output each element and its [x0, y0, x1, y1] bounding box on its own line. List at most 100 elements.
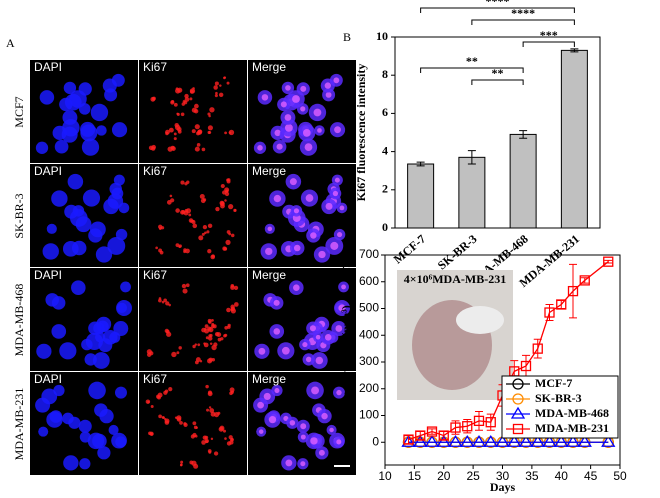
nucleus: [42, 243, 59, 260]
marker: [403, 434, 414, 445]
marker: [554, 434, 569, 447]
ki67-spot: [173, 132, 177, 136]
ki67-spot: [181, 102, 185, 106]
ki67-spot: [334, 126, 341, 134]
legend-box: [501, 375, 619, 439]
ki67-spot: [263, 392, 271, 400]
ki67-spot: [333, 77, 340, 84]
nucleus: [35, 141, 49, 154]
ki67-spot: [184, 93, 189, 99]
ki67-spot: [209, 333, 213, 338]
ki67-spot: [207, 358, 213, 364]
ki67-spot: [195, 426, 198, 429]
marker: [483, 434, 498, 447]
ki67-spot: [325, 91, 332, 98]
error-bar: [519, 130, 528, 139]
nucleus: [72, 205, 85, 217]
ki67-spot: [208, 406, 212, 409]
nucleus: [111, 187, 124, 200]
ki67-spot: [274, 129, 281, 137]
ki67-spot: [164, 420, 170, 425]
ki67-spot: [228, 204, 234, 210]
ki67-spot: [161, 300, 165, 304]
bar: [509, 133, 537, 229]
legend-marker: [512, 423, 524, 435]
y-tick-label: 10: [376, 29, 388, 43]
marker: [460, 434, 475, 447]
marker: [495, 434, 510, 447]
nucleus: [97, 446, 111, 460]
ki67-spot: [158, 248, 163, 253]
ki67-spot: [160, 226, 165, 230]
ki67-spot: [223, 246, 228, 251]
ki67-spot: [332, 190, 339, 197]
y-tick-label: 0: [382, 220, 388, 234]
y-tick-label: 600: [359, 274, 379, 288]
nucleus: [53, 384, 65, 397]
ki67-spot: [184, 97, 190, 102]
nucleus: [99, 408, 114, 424]
nucleus: [51, 190, 68, 207]
ki67-spot: [230, 304, 235, 309]
significance-label: **: [466, 54, 478, 68]
ki67-spot: [182, 100, 186, 104]
error-bar: [416, 161, 425, 167]
y-tick-label: 500: [359, 301, 379, 315]
y-tick-label: 100: [359, 408, 379, 422]
ki67-spot: [175, 87, 179, 91]
nucleus: [51, 324, 67, 339]
ki67-spot: [226, 230, 231, 234]
marker: [603, 256, 614, 267]
marker: [471, 434, 487, 447]
error-bar: [533, 338, 542, 359]
ki67-spot: [280, 101, 287, 108]
error-bar: [486, 413, 495, 431]
nucleus: [108, 424, 119, 435]
nucleus: [81, 138, 100, 156]
nucleus: [63, 455, 79, 471]
ki67-spot: [195, 357, 201, 363]
panel-label: A: [6, 36, 15, 50]
ki67-spot: [208, 336, 213, 341]
channel-label: Ki67: [143, 60, 167, 74]
bar: [560, 49, 588, 229]
nucleus: [38, 426, 49, 437]
ki67-spot: [207, 326, 212, 331]
ki67-spot: [213, 451, 219, 456]
nucleus: [41, 388, 58, 405]
ki67-spot: [192, 223, 198, 229]
ki67-spot: [218, 426, 224, 432]
ki67-spot: [274, 388, 280, 394]
ki67-spot: [182, 288, 188, 294]
marker: [438, 430, 449, 441]
x-tick-label: 40: [555, 469, 569, 483]
ki67-spot: [150, 404, 154, 408]
ki67-spot: [189, 97, 193, 101]
ki67-spot: [194, 103, 199, 109]
x-tick-label: 20: [437, 469, 451, 483]
x-tick-label: 10: [378, 469, 392, 483]
nucleus: [120, 281, 131, 293]
ki67-spot: [197, 343, 201, 347]
ki67-spot: [273, 299, 280, 306]
marker: [577, 434, 592, 447]
ki67-spot: [179, 464, 183, 467]
ki67-spot: [228, 129, 235, 136]
ki67-spot: [257, 401, 264, 409]
ki67-spot: [174, 416, 178, 419]
nucleus: [36, 343, 52, 359]
error-bar: [569, 263, 577, 319]
legend-label: SK-BR-3: [535, 391, 582, 405]
nucleus: [111, 122, 128, 138]
nucleus: [80, 124, 98, 142]
nucleus: [81, 338, 93, 351]
nucleus: [94, 331, 106, 343]
ki67-spot: [206, 230, 210, 234]
nucleus: [115, 386, 127, 399]
ki67-spot: [221, 201, 225, 205]
ki67-spot: [162, 416, 165, 419]
x-tick-label: 45: [584, 469, 598, 483]
ki67-spot: [163, 298, 167, 303]
marker: [530, 434, 545, 447]
nucleus: [71, 240, 87, 256]
